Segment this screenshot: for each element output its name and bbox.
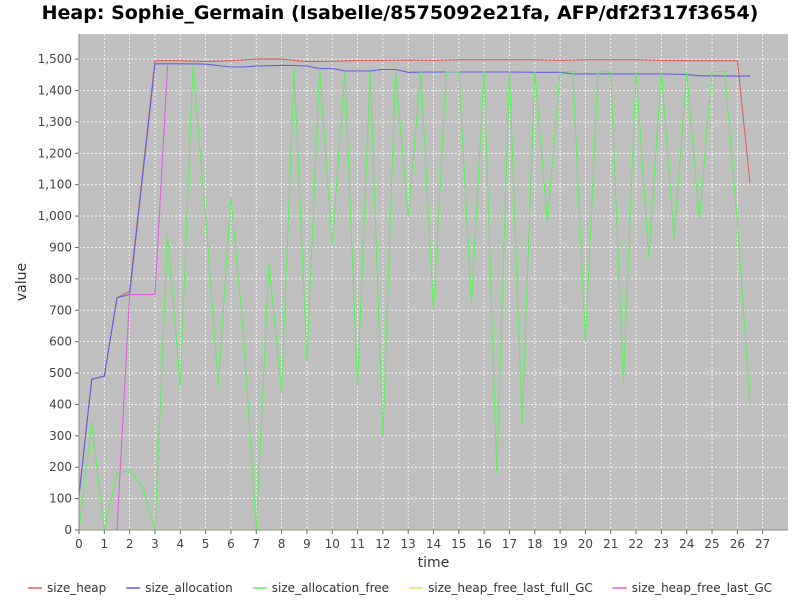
y-axis-label: value xyxy=(14,263,30,301)
x-tick-label: 23 xyxy=(654,537,669,551)
x-tick-label: 19 xyxy=(552,537,567,551)
y-tick-label: 300 xyxy=(49,429,72,443)
x-tick-label: 13 xyxy=(401,537,416,551)
x-tick-label: 15 xyxy=(451,537,466,551)
x-tick-label: 10 xyxy=(325,537,340,551)
y-tick-label: 700 xyxy=(49,303,72,317)
legend: size_heap size_allocation size_allocation_… xyxy=(28,581,772,595)
x-axis-label: time xyxy=(418,555,450,571)
legend-item: size_heap_free_last_full_GC xyxy=(409,581,593,595)
x-tick-label: 7 xyxy=(252,537,260,551)
x-tick-label: 17 xyxy=(502,537,517,551)
y-tick-label: 1,500 xyxy=(38,52,72,66)
y-tick-label: 900 xyxy=(49,240,72,254)
x-tick-label: 8 xyxy=(278,537,286,551)
x-tick-label: 0 xyxy=(75,537,83,551)
x-tick-label: 24 xyxy=(679,537,694,551)
series-line-size_heap_free_last_GC xyxy=(116,65,169,531)
y-tick-label: 200 xyxy=(49,460,72,474)
x-tick-label: 14 xyxy=(426,537,441,551)
legend-item: size_heap_free_last_GC xyxy=(612,581,772,595)
y-tick-label: 100 xyxy=(49,492,72,506)
chart-title: Heap: Sophie_Germain (Isabelle/8575092e2… xyxy=(41,2,759,24)
x-tick-label: 1 xyxy=(101,537,109,551)
legend-label: size_allocation xyxy=(145,581,233,595)
axes: 01002003004005006007008009001,0001,1001,… xyxy=(38,34,788,551)
y-tick-label: 1,400 xyxy=(38,84,72,98)
y-tick-label: 600 xyxy=(49,335,72,349)
legend-item: size_allocation xyxy=(126,581,233,595)
legend-item: size_heap xyxy=(28,581,106,595)
x-tick-label: 6 xyxy=(227,537,235,551)
y-tick-label: 0 xyxy=(64,523,72,537)
x-tick-label: 20 xyxy=(578,537,593,551)
legend-label: size_allocation_free xyxy=(272,581,389,595)
x-tick-label: 2 xyxy=(126,537,134,551)
y-tick-label: 1,100 xyxy=(38,178,72,192)
x-tick-label: 11 xyxy=(350,537,365,551)
series-layer xyxy=(78,58,751,531)
x-tick-label: 27 xyxy=(755,537,770,551)
series-line-size_allocation xyxy=(78,63,750,496)
x-tick-label: 12 xyxy=(375,537,390,551)
y-tick-label: 1,000 xyxy=(38,209,72,223)
y-tick-label: 1,300 xyxy=(38,115,72,129)
legend-item: size_allocation_free xyxy=(252,581,389,595)
legend-label: size_heap_free_last_GC xyxy=(632,581,772,595)
legend-label: size_heap_free_last_full_GC xyxy=(428,581,593,595)
y-tick-label: 500 xyxy=(49,366,72,380)
series-line-size_allocation_free xyxy=(78,65,751,531)
x-tick-label: 3 xyxy=(151,537,159,551)
x-tick-label: 5 xyxy=(202,537,210,551)
y-tick-label: 400 xyxy=(49,397,72,411)
x-tick-label: 9 xyxy=(303,537,311,551)
y-tick-label: 1,200 xyxy=(38,146,72,160)
legend-label: size_heap xyxy=(47,581,106,595)
x-tick-label: 26 xyxy=(730,537,745,551)
x-tick-label: 25 xyxy=(704,537,719,551)
x-tick-label: 16 xyxy=(477,537,492,551)
y-tick-label: 800 xyxy=(49,272,72,286)
x-tick-label: 22 xyxy=(628,537,643,551)
x-tick-label: 4 xyxy=(176,537,184,551)
x-tick-label: 18 xyxy=(527,537,542,551)
x-tick-label: 21 xyxy=(603,537,618,551)
